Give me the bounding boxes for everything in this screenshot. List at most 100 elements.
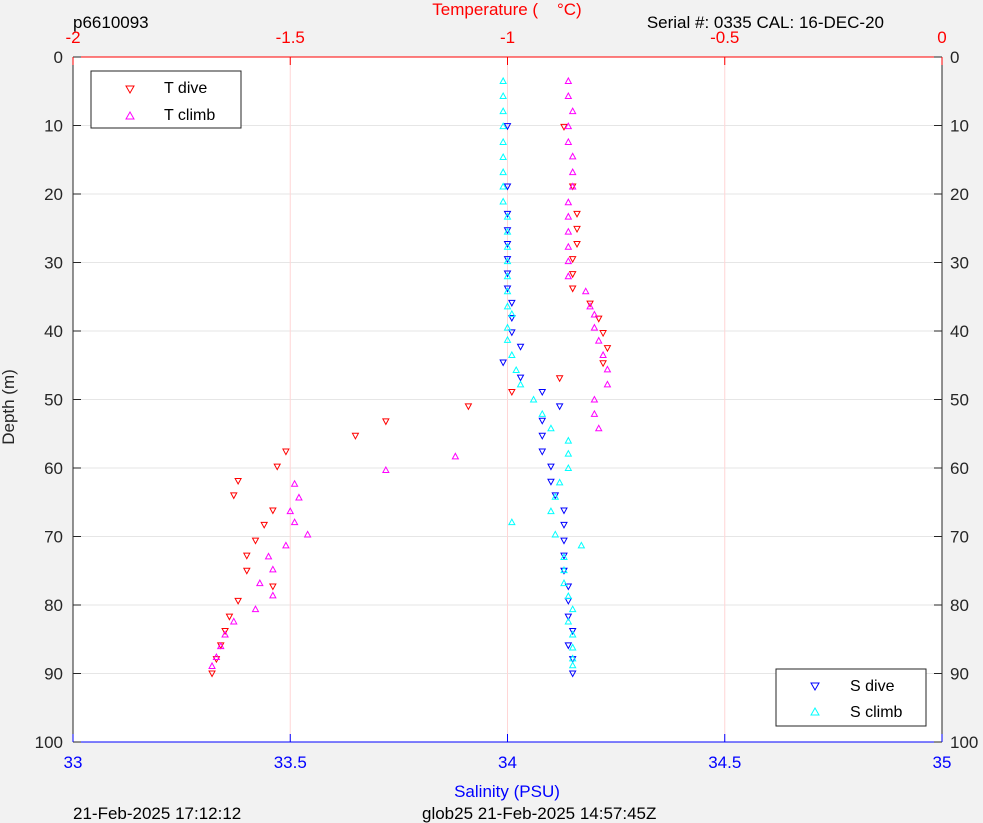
point-t-dive — [242, 567, 251, 575]
temperature-axis-label: Temperature ( °C) — [432, 0, 581, 19]
tick-label-depth-right: 20 — [950, 185, 969, 204]
point-s-climb — [499, 197, 507, 205]
point-t-climb — [603, 365, 612, 373]
point-s-climb — [564, 592, 573, 600]
point-t-climb — [282, 541, 290, 549]
point-t-dive — [599, 360, 607, 368]
point-s-climb — [516, 380, 525, 388]
point-t-dive — [208, 670, 216, 678]
point-s-climb — [499, 152, 507, 161]
point-s-dive — [555, 403, 564, 411]
point-t-climb — [564, 257, 573, 265]
point-s-climb — [564, 617, 573, 625]
point-s-climb — [568, 661, 577, 669]
point-t-dive — [573, 241, 581, 249]
point-s-dive — [516, 343, 525, 351]
tick-label-salinity: 33 — [64, 753, 83, 772]
point-s-dive — [503, 210, 512, 218]
point-t-climb — [286, 507, 295, 515]
legend-label-s-climb: S climb — [850, 704, 903, 721]
point-t-climb — [303, 530, 312, 538]
point-t-dive — [260, 521, 269, 529]
tick-label-depth-right: 10 — [950, 117, 969, 136]
salinity-axis-label: Salinity (PSU) — [454, 782, 560, 801]
point-s-climb — [503, 257, 512, 265]
point-s-climb — [551, 492, 560, 500]
tick-label-salinity: 35 — [933, 753, 952, 772]
point-t-climb — [590, 395, 599, 403]
point-t-dive — [568, 256, 577, 264]
tick-label-depth-right: 30 — [950, 254, 969, 273]
point-s-climb — [538, 409, 547, 417]
point-s-climb — [564, 436, 573, 444]
point-s-dive — [564, 613, 573, 621]
point-s-climb — [499, 137, 507, 145]
point-t-climb — [590, 409, 599, 417]
point-t-dive — [269, 507, 277, 515]
point-t-climb — [568, 107, 577, 115]
legend-salinity: S dive S climb — [775, 668, 927, 727]
point-s-climb — [560, 566, 568, 574]
point-s-climb — [512, 366, 521, 374]
data-points — [208, 76, 612, 678]
point-s-climb — [503, 287, 512, 295]
point-s-dive — [503, 123, 512, 131]
point-t-climb — [594, 336, 603, 344]
tick-label-temperature: 0 — [937, 28, 946, 47]
point-s-dive — [508, 314, 516, 323]
point-t-climb — [568, 152, 577, 160]
point-t-climb — [568, 168, 577, 176]
point-s-climb — [499, 92, 507, 100]
point-t-climb — [564, 212, 573, 220]
point-t-dive — [464, 403, 473, 411]
point-t-dive — [221, 628, 229, 636]
point-s-climb — [503, 335, 512, 343]
point-t-climb — [564, 92, 573, 100]
point-t-climb — [594, 424, 603, 432]
point-t-climb — [564, 272, 573, 280]
point-t-climb — [208, 661, 216, 669]
point-t-climb — [603, 380, 612, 388]
tick-label-salinity: 34 — [498, 753, 517, 772]
point-s-climb — [499, 107, 507, 115]
point-t-dive — [251, 537, 260, 545]
tick-label-salinity: 34.5 — [708, 753, 741, 772]
point-t-dive — [568, 271, 577, 279]
legend-label-t-climb: T climb — [164, 107, 215, 124]
point-t-climb — [568, 182, 577, 190]
tick-label-depth-left: 80 — [44, 596, 63, 615]
point-t-dive — [269, 583, 277, 591]
point-s-climb — [564, 463, 573, 471]
tick-label-salinity: 33.5 — [274, 753, 307, 772]
point-s-dive — [564, 583, 573, 591]
tick-label-depth-left: 30 — [44, 254, 63, 273]
tick-label-depth-left: 60 — [44, 459, 63, 478]
point-s-dive — [560, 567, 568, 575]
point-t-dive — [242, 552, 251, 560]
point-t-dive — [573, 225, 581, 233]
point-s-climb — [503, 272, 512, 280]
legend-marker-s-dive — [810, 682, 820, 692]
point-t-dive — [560, 123, 568, 131]
point-t-dive — [508, 388, 516, 397]
point-s-climb — [568, 630, 577, 638]
point-t-climb — [599, 350, 607, 358]
point-s-dive — [560, 537, 568, 545]
point-s-climb — [568, 654, 577, 662]
point-t-climb — [216, 642, 225, 650]
point-s-climb — [568, 605, 577, 613]
point-t-climb — [269, 565, 277, 573]
point-t-climb — [221, 630, 229, 638]
point-t-climb — [590, 323, 599, 331]
tick-label-depth-left: 50 — [44, 391, 63, 410]
point-s-dive — [564, 642, 573, 650]
point-s-dive — [516, 374, 525, 382]
point-s-climb — [503, 323, 512, 331]
tick-label-depth-left: 100 — [35, 733, 63, 752]
point-s-climb — [499, 168, 507, 176]
point-s-climb — [508, 518, 516, 526]
point-t-climb — [564, 227, 573, 235]
point-s-climb — [551, 530, 560, 538]
point-s-climb — [503, 242, 512, 250]
